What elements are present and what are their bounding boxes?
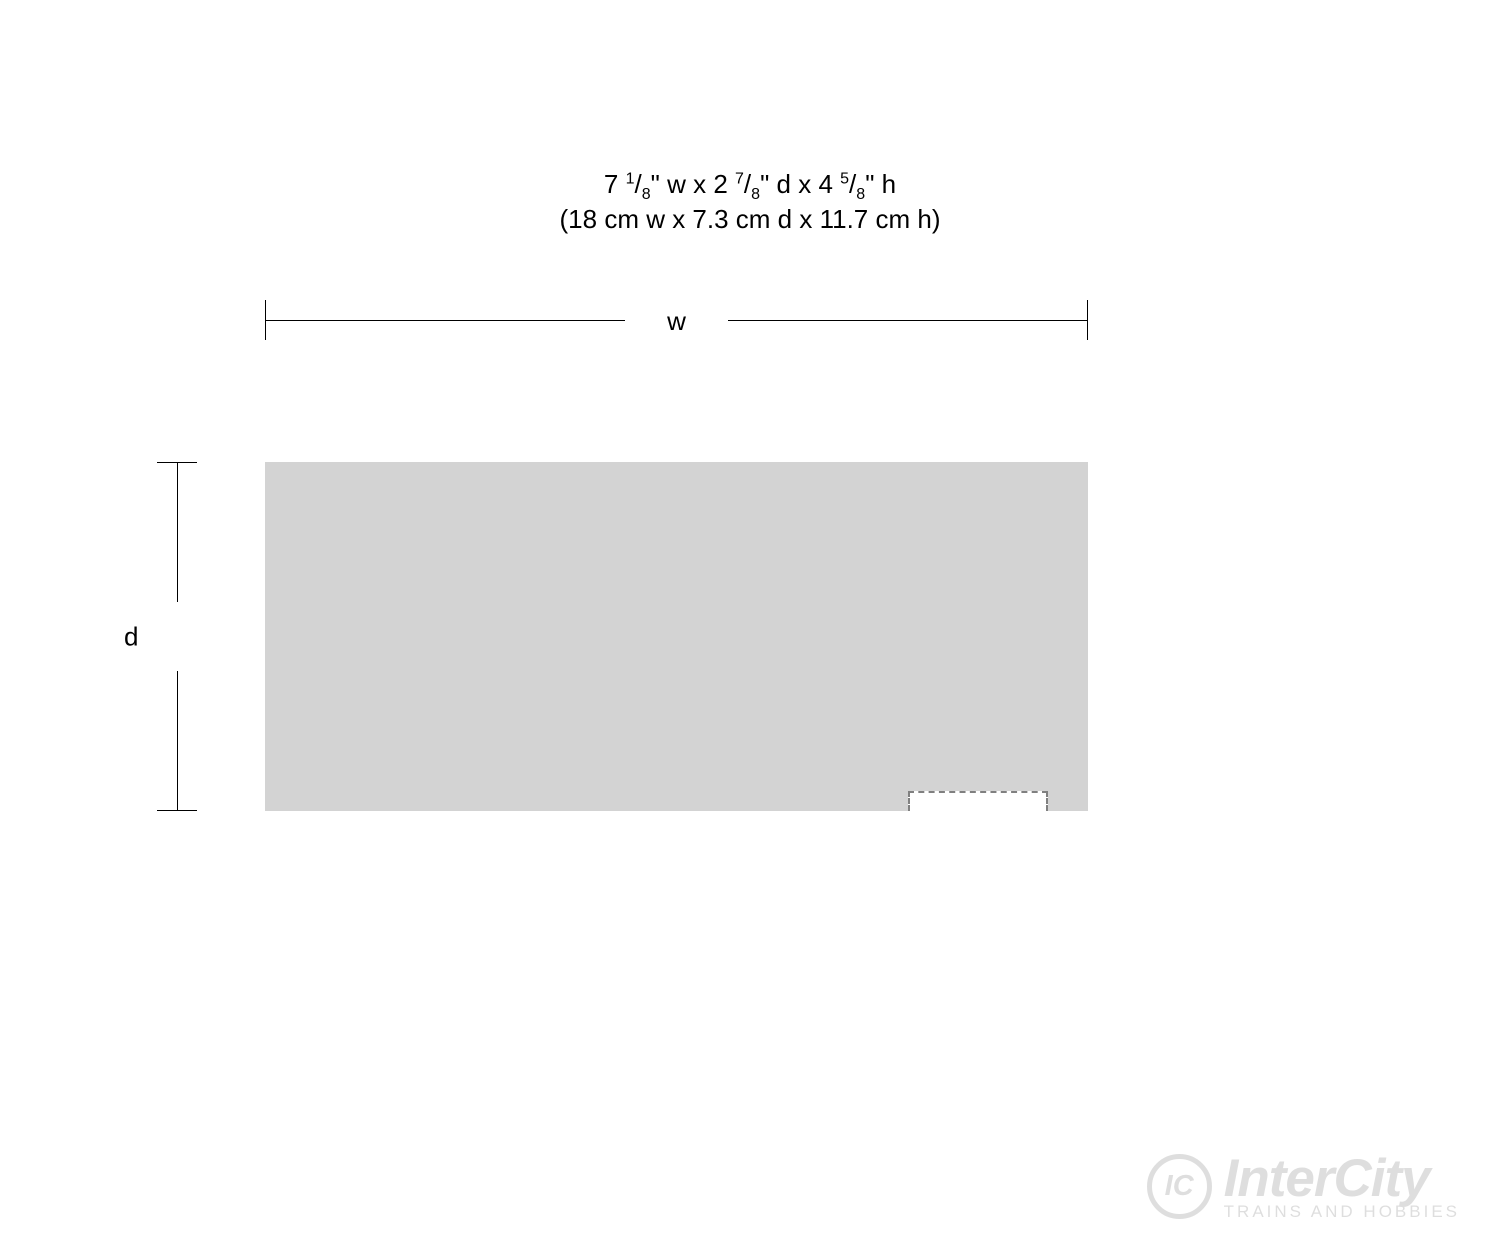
footprint-notch bbox=[908, 791, 1048, 811]
watermark-text-group: InterCity TRAINS AND HOBBIES bbox=[1224, 1154, 1460, 1220]
footprint-rectangle bbox=[265, 462, 1088, 811]
depth-label: d bbox=[124, 621, 138, 652]
width-line-right bbox=[728, 320, 1088, 321]
watermark-brand: InterCity bbox=[1224, 1154, 1460, 1204]
watermark-tagline: TRAINS AND HOBBIES bbox=[1224, 1204, 1460, 1220]
watermark-logo-icon: IC bbox=[1147, 1154, 1212, 1219]
depth-tick-bottom bbox=[157, 810, 197, 811]
watermark: IC InterCity TRAINS AND HOBBIES bbox=[1147, 1154, 1460, 1220]
depth-dimension-bracket: d bbox=[157, 462, 197, 811]
depth-line-top bbox=[177, 462, 178, 602]
width-dimension-bracket: w bbox=[265, 300, 1088, 340]
diagram-container: 7 1/8" w x 2 7/8" d x 4 5/8" h (18 cm w … bbox=[0, 0, 1500, 1250]
dimensions-metric: (18 cm w x 7.3 cm d x 11.7 cm h) bbox=[0, 200, 1500, 239]
width-tick-right bbox=[1087, 300, 1088, 340]
width-line-left bbox=[265, 320, 625, 321]
depth-line-bottom bbox=[177, 671, 178, 811]
width-label: w bbox=[667, 306, 686, 337]
